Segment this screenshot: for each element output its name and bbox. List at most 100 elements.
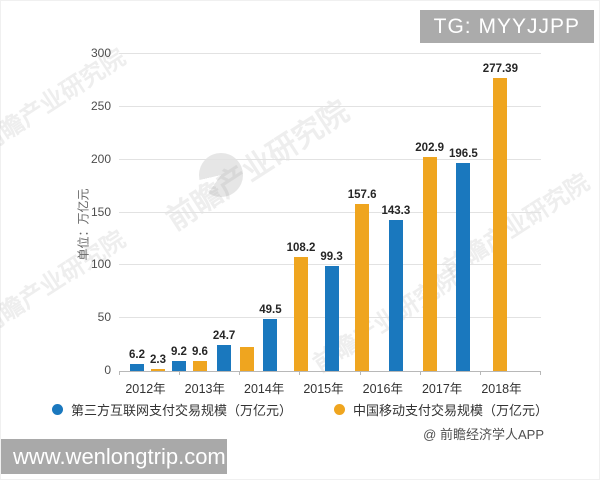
internet-payment-bar-2017年 <box>388 219 403 371</box>
gridline-250 <box>119 105 541 107</box>
data-label: 2.3 <box>150 353 166 366</box>
site-watermark-bar: www.wenlongtrip.com <box>1 439 227 474</box>
internet-payment-bar-2018年 <box>456 163 471 371</box>
x-axis-label-2015年: 2015年 <box>303 382 344 396</box>
internet-payment-bar-2016年 <box>324 266 339 371</box>
brand-text-watermark: 前瞻产业研究院 <box>0 43 131 159</box>
legend-label: 中国移动支付交易规模（万亿元） <box>353 403 549 418</box>
x-axis-label-2016年: 2016年 <box>362 382 403 396</box>
y-tick-label-150: 150 <box>90 204 111 219</box>
bar-column: 9.6 <box>192 346 208 371</box>
bar-group-2012年: 6.2 2.3 <box>129 349 166 371</box>
bar-column: 196.5 <box>449 148 478 371</box>
data-label: 277.39 <box>482 62 518 75</box>
internet-payment-bar-2015年 <box>263 318 278 371</box>
source-credit: @ 前瞻经济学人APP <box>423 427 544 442</box>
gridline-150 <box>119 211 541 213</box>
legend: 第三方互联网支付交易规模（万亿元） 中国移动支付交易规模（万亿元） <box>1 400 599 419</box>
legend-item: 中国移动支付交易规模（万亿元） <box>334 400 548 419</box>
bar-group-2013年: 9.2 9.6 <box>171 346 208 371</box>
legend-item: 第三方互联网支付交易规模（万亿元） <box>51 400 292 419</box>
bar-groups: 6.2 2.3 9.2 9.6 24.7 49.5 108.2 99.3 157.6 143.3 2… <box>119 54 541 371</box>
bar-group-2015年: 49.5 108.2 <box>259 242 315 371</box>
bar-column: 277.39 <box>483 63 518 371</box>
data-label: 49.5 <box>259 303 282 316</box>
x-tick-mark <box>419 371 421 375</box>
x-label-slot: 2015年 <box>303 378 343 397</box>
x-label-slot: 2016年 <box>363 378 403 397</box>
mobile-payment-bar-2015年 <box>294 256 309 371</box>
x-label-slot: 2012年 <box>125 378 165 397</box>
gridline-100 <box>119 264 541 266</box>
bar-column: 9.2 <box>171 346 187 371</box>
x-label-slot: 2018年 <box>481 378 521 397</box>
x-tick-mark <box>359 371 361 375</box>
x-axis-label-2012年: 2012年 <box>125 382 166 396</box>
x-tick-mark <box>119 371 120 375</box>
mobile-payment-bar-2012年 <box>151 368 165 371</box>
y-tick-label-100: 100 <box>90 257 111 272</box>
plot-area: 6.2 2.3 9.2 9.6 24.7 49.5 108.2 99.3 157.6 143.3 2… <box>119 53 541 372</box>
x-axis-label-2014年: 2014年 <box>244 382 285 396</box>
legend-dot-icon <box>51 404 63 415</box>
bar-column: 49.5 <box>259 303 282 371</box>
data-label: 9.2 <box>170 346 187 359</box>
x-tick-mark <box>239 371 241 375</box>
telegram-watermark-badge: TG: MYYJJPP <box>419 10 594 43</box>
x-axis-label-2018年: 2018年 <box>481 382 522 396</box>
bar-column: 108.2 <box>286 241 316 371</box>
data-label: 143.3 <box>381 204 411 217</box>
y-tick-label-250: 250 <box>90 98 111 113</box>
gridline-200 <box>119 158 541 160</box>
y-tick-label-50: 50 <box>97 310 111 325</box>
x-label-slot: 2017年 <box>422 378 462 397</box>
internet-payment-bar-2012年 <box>130 364 144 371</box>
x-tick-mark <box>539 371 541 375</box>
data-label: 196.5 <box>449 148 478 161</box>
y-tick-label-0: 0 <box>104 363 111 377</box>
legend-label: 第三方互联网支付交易规模（万亿元） <box>70 403 292 418</box>
x-axis-label-2017年: 2017年 <box>421 382 463 396</box>
x-axis-labels: 2012年 2013年 2014年 2015年 2016年 2017年 2018年 <box>119 378 541 397</box>
mobile-payment-bar-2016年 <box>355 204 370 371</box>
legend-dot-icon <box>334 404 345 415</box>
bar-group-2018年: 196.5 277.39 <box>449 63 518 371</box>
x-label-slot: 2014年 <box>244 378 284 397</box>
y-axis-title: 单位：万亿元 <box>76 188 91 261</box>
data-label: 108.2 <box>286 241 316 254</box>
x-tick-mark <box>179 371 181 375</box>
bar-group-2016年: 99.3 157.6 <box>320 189 377 371</box>
bar-column: 143.3 <box>381 204 411 371</box>
bar-column: 24.7 <box>213 330 235 371</box>
bar-column: 202.9 <box>415 142 444 371</box>
data-label: 157.6 <box>347 189 377 202</box>
x-label-slot: 2013年 <box>185 378 225 397</box>
x-tick-mark <box>479 371 481 375</box>
mobile-payment-bar-2018年 <box>493 77 508 371</box>
x-tick-mark <box>299 371 301 375</box>
bar-column: 99.3 <box>320 251 343 371</box>
data-label: 6.2 <box>129 349 145 362</box>
data-label: 9.6 <box>191 345 208 358</box>
x-axis-label-2013年: 2013年 <box>184 382 225 396</box>
internet-payment-bar-2014年 <box>217 344 232 371</box>
x-axis-tick-marks <box>119 371 541 375</box>
data-label: 202.9 <box>415 141 445 154</box>
bar-group-2017年: 143.3 202.9 <box>381 142 444 371</box>
bar-column: 2.3 <box>150 354 166 371</box>
data-label: 99.3 <box>320 251 343 264</box>
internet-payment-bar-2013年 <box>171 361 186 371</box>
mobile-payment-bar-2014年 <box>240 347 255 371</box>
data-label: 24.7 <box>212 329 236 342</box>
mobile-payment-bar-2017年 <box>422 156 437 371</box>
brand-text-watermark: 前瞻产业研究院 <box>0 225 131 341</box>
mobile-payment-bar-2013年 <box>192 360 207 371</box>
bar-group-2014年: 24.7 <box>213 330 255 371</box>
bar-column <box>240 347 255 371</box>
y-tick-label-300: 300 <box>90 46 111 60</box>
bar-column: 157.6 <box>348 189 377 371</box>
bar-column: 6.2 <box>129 349 145 371</box>
gridline-300 <box>119 53 541 54</box>
y-tick-label-200: 200 <box>90 151 111 166</box>
